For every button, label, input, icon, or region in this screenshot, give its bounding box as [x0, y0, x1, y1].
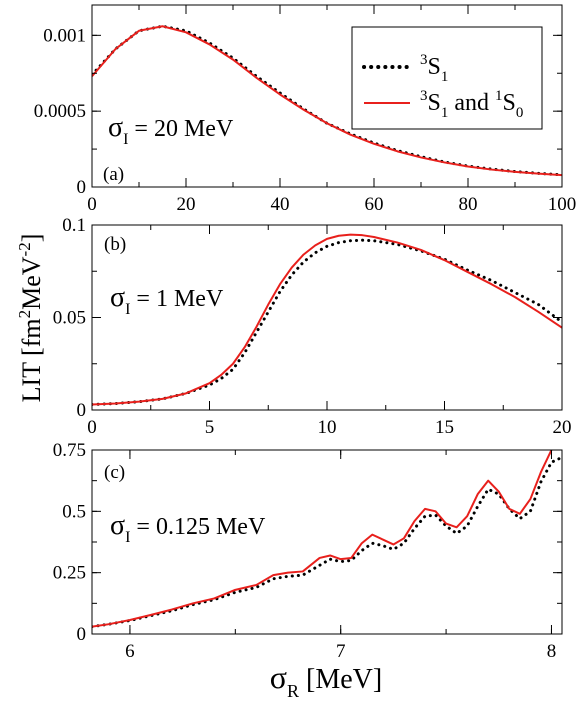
series-line-2	[92, 450, 554, 628]
plot-frame	[91, 224, 563, 411]
sigma-annotation: σI = 20 MeV	[108, 112, 234, 148]
series-line-2	[92, 25, 562, 177]
x-axis-label: σR [MeV]	[270, 659, 382, 701]
x-tick-label: 20	[553, 417, 572, 438]
panel-label: (a)	[103, 164, 124, 185]
x-tick-label: 6	[125, 641, 135, 662]
y-tick-label: 0.0005	[34, 101, 86, 122]
x-tick-label: 5	[205, 417, 215, 438]
plot-frame	[91, 449, 563, 635]
y-tick-label: 0	[77, 624, 87, 645]
series-line-1	[92, 455, 562, 629]
y-tick-label: 0.1	[62, 215, 86, 236]
x-tick-label: 100	[548, 194, 577, 215]
sigma-annotation: σI = 1 MeV	[110, 282, 224, 318]
y-tick-label: 0.05	[53, 308, 86, 329]
x-tick-label: 80	[459, 194, 478, 215]
legend: 3S1 3S1 and 1S0	[351, 26, 543, 130]
panel-3: 6 7 8 0 0.25 0.5 0.75 (c) σI = 0.125 MeV	[53, 440, 563, 662]
x-tick-label: 8	[547, 641, 557, 662]
panel-1: 0 20 40 60 80 100 0 0.0005 0.001 (a) σI = 20 MeV	[34, 4, 577, 215]
legend-label-1: 3S1	[420, 52, 448, 85]
y-axis-label: LIT [fm2MeV-2]	[15, 234, 46, 403]
x-tick-label: 40	[271, 194, 290, 215]
legend-box	[351, 26, 543, 130]
x-tick-label: 7	[336, 641, 346, 662]
sigma-annotation: σI = 0.125 MeV	[110, 510, 266, 546]
legend-label-2: 3S1 and 1S0	[420, 88, 523, 121]
series-line-2	[92, 233, 562, 406]
panel-2: 0 5 10 15 20 0 0.05 0.1 (b) σI = 1 MeV	[53, 215, 572, 438]
x-tick-label: 0	[87, 417, 97, 438]
series-line-1	[92, 238, 562, 406]
panel-label: (b)	[104, 234, 126, 255]
panel-label: (c)	[104, 462, 125, 483]
y-tick-label: 0	[77, 177, 87, 198]
y-tick-label: 0	[77, 400, 87, 421]
x-tick-label: 15	[435, 417, 454, 438]
x-tick-label: 0	[87, 194, 97, 215]
x-tick-label: 20	[177, 194, 196, 215]
y-tick-label: 0.001	[43, 25, 86, 46]
y-tick-label: 0.5	[62, 501, 86, 522]
x-tick-label: 60	[365, 194, 384, 215]
y-tick-label: 0.25	[53, 563, 86, 584]
x-tick-label: 10	[318, 417, 337, 438]
y-tick-label: 0.75	[53, 440, 86, 461]
